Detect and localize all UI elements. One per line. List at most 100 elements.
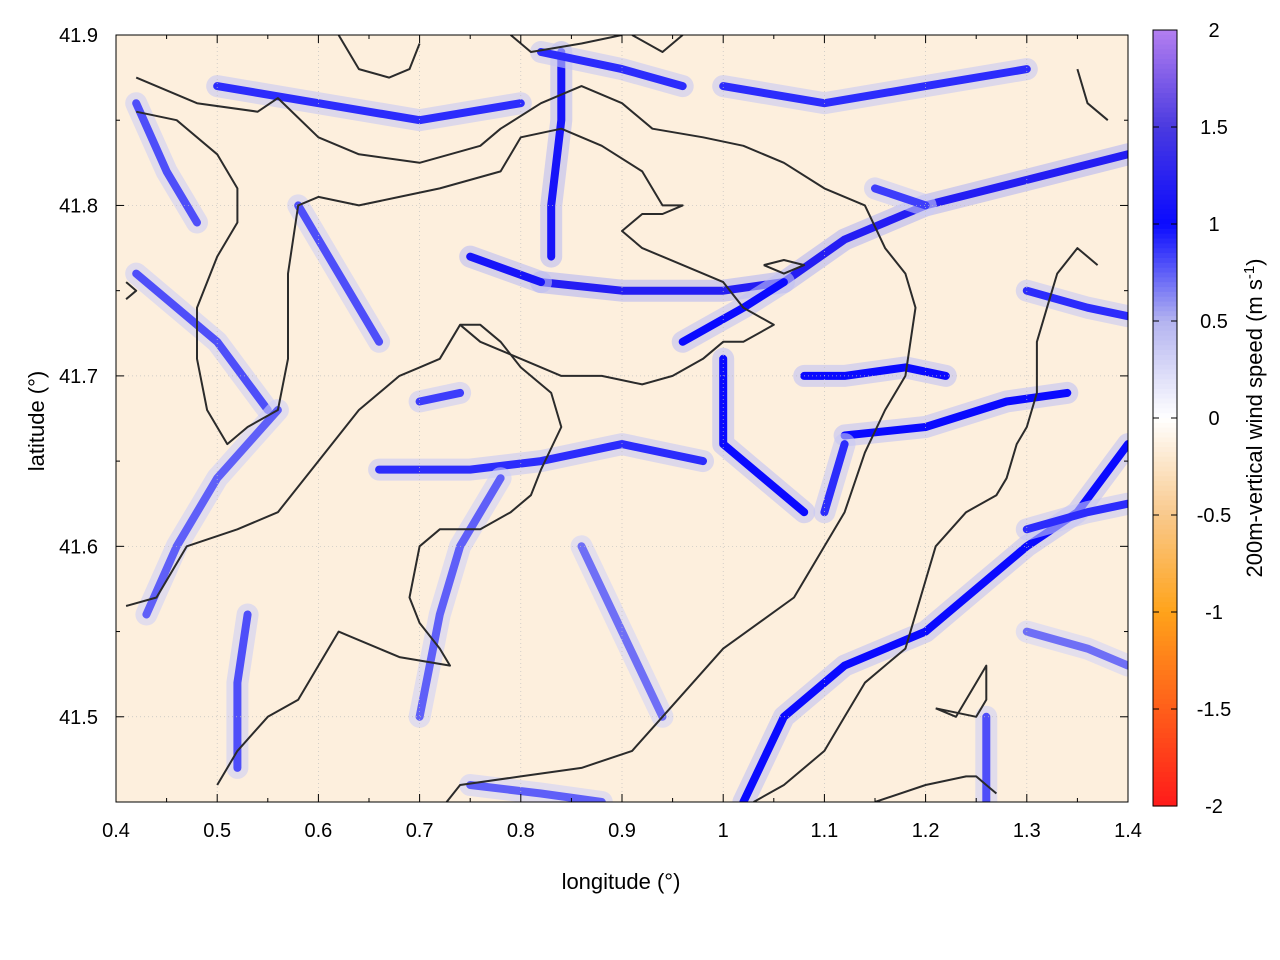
- colorbar-segment: [1153, 796, 1177, 802]
- contour-line-1: [135, 110, 775, 446]
- colorbar-segment: [1153, 180, 1177, 186]
- colorbar-segment: [1153, 44, 1177, 50]
- heatmap-field: [116, 35, 1128, 802]
- x-tick-label: 0.5: [203, 820, 231, 842]
- colorbar-segment: [1153, 582, 1177, 589]
- colorbar-segment: [1153, 757, 1177, 763]
- colorbar-segment: [1153, 54, 1177, 60]
- colorbar-segment: [1153, 578, 1177, 584]
- colorbar-segment: [1153, 713, 1177, 720]
- ridge-band-11: [375, 440, 707, 474]
- colorbar-segment: [1153, 772, 1177, 778]
- colorbar-segment: [1153, 481, 1177, 487]
- colorbar-segment: [1153, 243, 1177, 249]
- colorbar-segment: [1153, 752, 1177, 759]
- colorbar-segment: [1153, 548, 1177, 555]
- colorbar-segment: [1153, 742, 1177, 749]
- colorbar-segment: [1153, 117, 1177, 123]
- colorbar-segment: [1153, 369, 1177, 375]
- colorbar-segment: [1153, 127, 1177, 133]
- colorbar-segment: [1153, 718, 1177, 725]
- ridge-band-16: [871, 184, 930, 210]
- ridge-band-10: [1022, 499, 1128, 534]
- colorbar-segment: [1153, 689, 1177, 696]
- colorbar-segment: [1153, 112, 1177, 118]
- ridge-band-8: [820, 440, 849, 517]
- colorbar-segment: [1153, 461, 1177, 468]
- ridge-band-23: [142, 406, 282, 619]
- colorbar-segment: [1153, 122, 1177, 128]
- colorbar-segment: [1153, 447, 1177, 453]
- x-tick-label: 0.6: [304, 820, 332, 842]
- x-tick-label: 1: [718, 820, 729, 842]
- colorbar-title-superscript: -1: [1241, 266, 1258, 279]
- colorbar-segment: [1153, 388, 1177, 395]
- colorbar-segment: [1153, 786, 1177, 793]
- colorbar-tick-label: 0.5: [1200, 311, 1228, 333]
- x-tick-label: 0.4: [102, 820, 130, 842]
- colorbar-segment: [1153, 30, 1177, 36]
- y-axis-ticks: 41.5 41.6 41.7 41.8 41.9: [59, 25, 1128, 803]
- colorbar-segment: [1153, 679, 1177, 686]
- colorbar-segment: [1153, 738, 1177, 744]
- x-tick-label: 0.9: [608, 820, 636, 842]
- colorbar-segment: [1153, 626, 1177, 632]
- colorbar-segment: [1153, 141, 1177, 147]
- ridge-band-7: [840, 388, 1072, 440]
- y-tick-label: 41.7: [59, 366, 98, 388]
- colorbar-tick-label: -0.5: [1197, 505, 1231, 527]
- colorbar-segment: [1153, 379, 1177, 385]
- x-axis-ticks: 0.4 0.5 0.6 0.7 0.8 0.9 1 1.1 1.2 1.3 1.4: [102, 35, 1142, 842]
- x-tick-label: 1.2: [912, 820, 940, 842]
- colorbar-segment: [1153, 631, 1177, 637]
- colorbar-segment: [1153, 199, 1177, 206]
- ridge-band-18: [233, 610, 252, 772]
- colorbar-segment: [1153, 345, 1177, 351]
- colorbar-segment: [1153, 413, 1177, 419]
- contour-line-5: [935, 664, 988, 718]
- colorbar-segment: [1153, 675, 1177, 681]
- ridge-band-24: [466, 781, 606, 802]
- colorbar-segment: [1153, 374, 1177, 380]
- contour-line-9: [631, 35, 684, 53]
- colorbar-segment: [1153, 209, 1177, 215]
- colorbar-segment: [1153, 97, 1177, 104]
- colorbar-segment: [1153, 544, 1177, 550]
- colorbar-segment: [1153, 321, 1177, 327]
- contour-line-8: [510, 35, 623, 53]
- colorbar-segment: [1153, 490, 1177, 497]
- ridge-band-15: [719, 65, 1031, 108]
- colorbar-segment: [1153, 519, 1177, 526]
- colorbar-segment: [1153, 73, 1177, 80]
- colorbar-segment: [1153, 175, 1177, 181]
- colorbar-segment: [1153, 291, 1177, 298]
- ridge-band-12: [415, 388, 465, 406]
- colorbar-segment: [1153, 398, 1177, 405]
- colorbar-segment: [1153, 801, 1177, 807]
- colorbar-segment: [1153, 335, 1177, 341]
- colorbar-segment: [1153, 267, 1177, 274]
- contour-line-10: [1076, 68, 1109, 121]
- contour-line-3: [753, 247, 1099, 802]
- colorbar-segment: [1153, 781, 1177, 788]
- colorbar-segment: [1153, 384, 1177, 390]
- y-tick-label: 41.6: [59, 536, 98, 558]
- colorbar-segment: [1153, 364, 1177, 371]
- colorbar-segment: [1153, 350, 1177, 356]
- colorbar-segment: [1153, 645, 1177, 652]
- ridge-band-22: [415, 474, 505, 721]
- colorbar-segment: [1153, 88, 1177, 94]
- colorbar-segment: [1153, 437, 1177, 443]
- colorbar-segment: [1153, 529, 1177, 535]
- ridge-band-14: [537, 48, 687, 91]
- y-tick-label: 41.5: [59, 707, 98, 729]
- colorbar-tick-label: 1.5: [1200, 117, 1228, 139]
- colorbar-segment: [1153, 248, 1177, 254]
- colorbar-tick-label: 1: [1208, 214, 1219, 236]
- colorbar-segment: [1153, 330, 1177, 337]
- colorbar-segment: [1153, 262, 1177, 269]
- colorbar-segment: [1153, 539, 1177, 545]
- colorbar-segment: [1153, 776, 1177, 783]
- terrain-contours: [125, 35, 1109, 802]
- colorbar-segment: [1153, 253, 1177, 259]
